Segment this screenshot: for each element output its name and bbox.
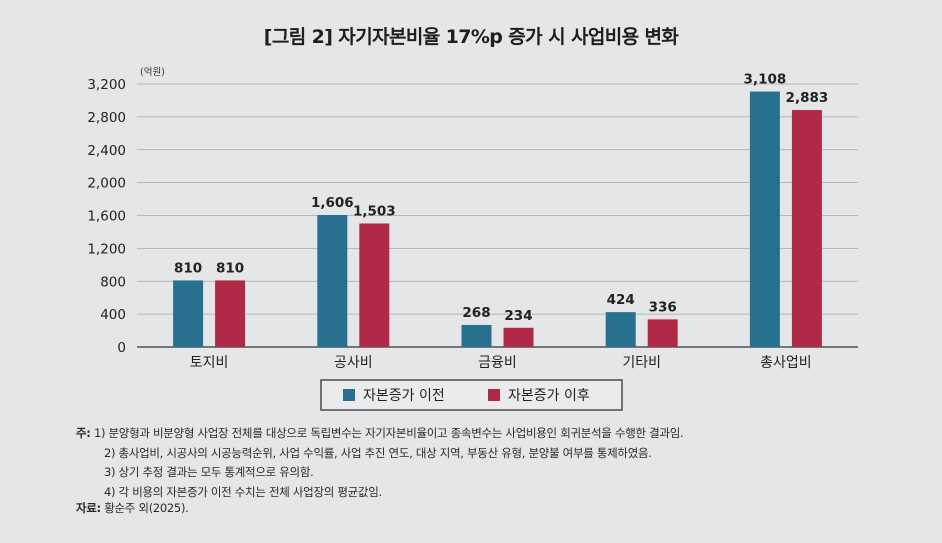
y-tick-label: 800 [100,274,126,290]
y-unit-label: (억원) [140,66,165,78]
notes: 주: 1) 분양형과 비분양형 사업장 전체를 대상으로 독립변수는 자기자본비… [76,424,684,503]
note-row-2: 2) 총사업비, 시공사의 시공능력순위, 사업 수익률, 사업 추진 연도, … [76,444,683,464]
data-label: 336 [649,299,677,315]
y-tick-label: 2,800 [87,110,126,126]
legend-box [320,379,623,411]
data-label: 234 [504,308,532,324]
y-tick-label: 1,600 [87,209,126,225]
y-tick-label: 3,200 [87,77,126,93]
y-tick-label: 0 [117,340,126,356]
bar-before [173,280,204,347]
legend-label: 자본증가 이후 [508,388,590,404]
note-item-2: 2) 총사업비, 시공사의 시공능력순위, 사업 수익률, 사업 추진 연도, … [104,445,652,460]
note-row-1: 주: 1) 분양형과 비분양형 사업장 전체를 대상으로 독립변수는 자기자본비… [76,424,684,444]
legend-swatch [343,389,355,401]
data-label: 424 [607,292,635,308]
data-label: 2,883 [786,90,829,106]
note-item-3: 3) 상기 추정 결과는 모두 통계적으로 유의함. [104,465,314,479]
data-label: 1,606 [311,195,354,211]
note-row-4: 4) 각 비용의 자본증가 이전 수치는 전체 사업장의 평균값임. [76,483,683,503]
source-line: 자료: 황순주 외(2025). [76,500,189,516]
x-tick-label: 총사업비 [760,355,812,371]
bar-before [605,312,636,347]
x-tick-label: 공사비 [334,355,373,371]
y-tick-label: 2,000 [87,176,126,192]
bar-after [359,223,390,347]
data-label: 810 [216,260,244,276]
y-tick-label: 1,200 [87,241,126,257]
x-tick-label: 금융비 [478,355,517,371]
chart-title: [그림 2] 자기자본비율 17%p 증가 시 사업비용 변화 [263,26,679,48]
y-tick-label: 400 [100,307,126,323]
x-tick-label: 토지비 [190,355,229,371]
data-label: 268 [462,305,490,321]
bar-before [317,215,348,347]
legend-swatch [488,389,500,401]
data-label: 810 [174,260,202,276]
notes-label: 주: [76,426,91,440]
bar-before [749,91,780,347]
data-label: 3,108 [744,72,787,88]
bar-after [503,327,534,347]
legend-label: 자본증가 이전 [363,388,445,404]
note-item-1: 1) 분양형과 비분양형 사업장 전체를 대상으로 독립변수는 자기자본비율이고… [93,426,684,440]
data-label: 1,503 [353,203,396,219]
source-label: 자료: [76,501,101,515]
bar-chart: 0 400 800 1,200 1,600 2,000 2,400 2,800 3,200 (억원… [87,66,858,411]
bar-after [215,280,246,347]
bar-after [647,319,678,347]
x-tick-label: 기타비 [622,355,661,371]
bar-before [461,324,492,347]
note-item-4: 4) 각 비용의 자본증가 이전 수치는 전체 사업장의 평균값임. [104,484,382,499]
source-text: 황순주 외(2025). [104,501,189,515]
note-row-3: 3) 상기 추정 결과는 모두 통계적으로 유의함. [76,463,683,483]
bar-after [791,110,822,347]
y-tick-label: 2,400 [87,143,126,159]
